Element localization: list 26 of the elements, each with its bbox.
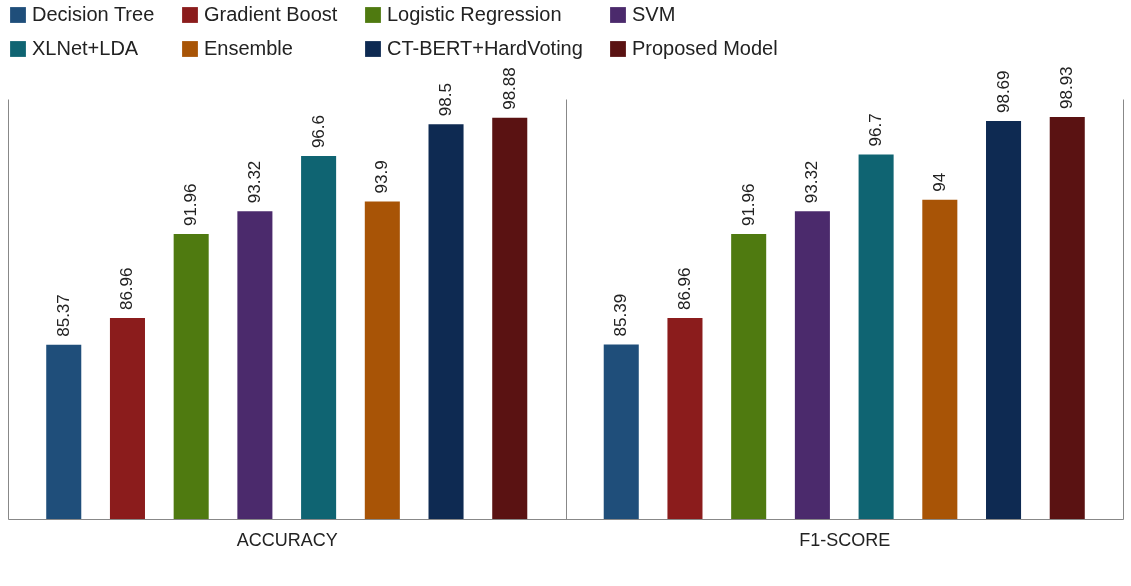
legend-label: Decision Tree: [32, 3, 155, 25]
data-label: 86.96: [117, 267, 137, 311]
legend-label: CT-BERT+HardVoting: [387, 37, 583, 59]
data-label: 98.69: [993, 70, 1013, 114]
data-label: 98.5: [436, 83, 456, 117]
data-label: 93.9: [372, 160, 392, 194]
legend-label: Gradient Boost: [204, 3, 338, 25]
x-tick-label: F1-SCORE: [799, 529, 891, 550]
data-label: 91.96: [738, 183, 758, 227]
data-label: 85.39: [611, 293, 631, 337]
legend-label: XLNet+LDA: [32, 37, 139, 59]
data-label: 98.88: [499, 67, 519, 110]
data-label: 85.37: [53, 294, 73, 337]
data-label: 96.7: [866, 113, 886, 147]
legend-label: Ensemble: [204, 37, 293, 59]
data-label: 98.93: [1057, 66, 1077, 109]
data-label: 91.96: [181, 183, 201, 227]
data-label: 94: [929, 172, 949, 192]
data-label: 96.6: [308, 115, 328, 149]
legend-label: Logistic Regression: [387, 3, 562, 25]
legend-label: Proposed Model: [632, 37, 778, 59]
data-label: 93.32: [802, 160, 822, 204]
legend-label: SVM: [632, 3, 676, 25]
data-label: 86.96: [674, 267, 694, 311]
data-label: 93.32: [244, 160, 264, 204]
x-tick-label: ACCURACY: [236, 529, 338, 550]
